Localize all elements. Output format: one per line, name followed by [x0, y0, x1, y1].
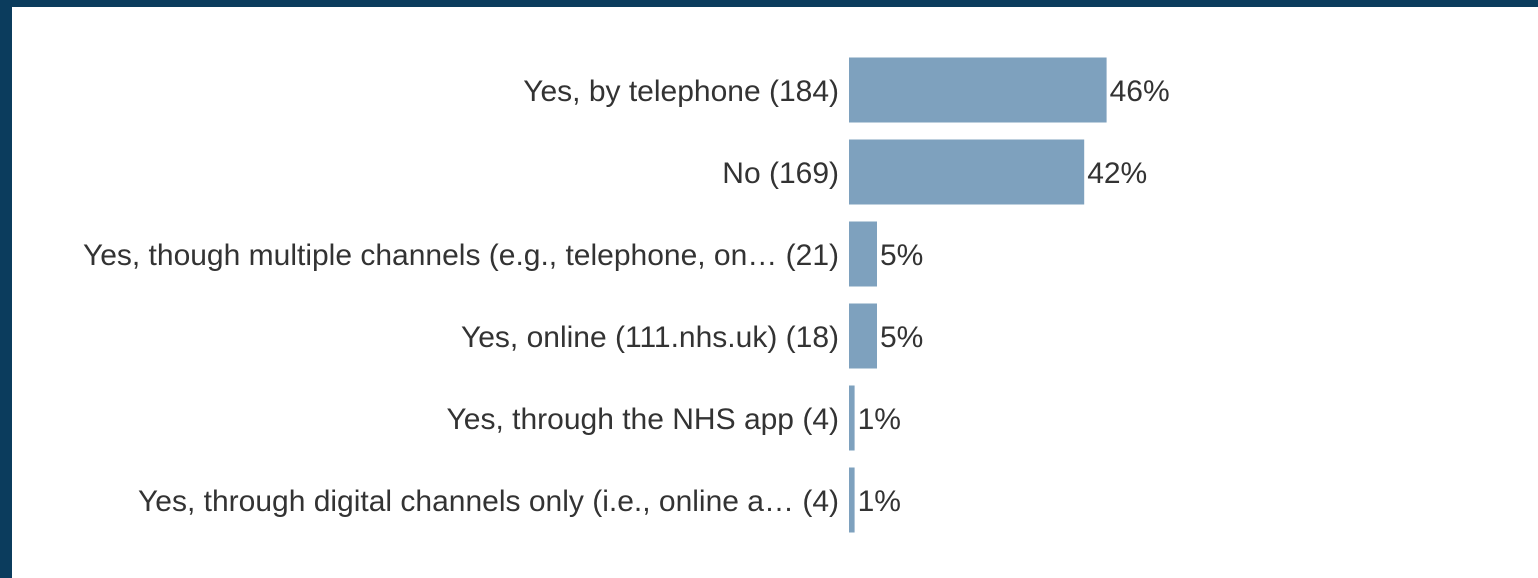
value-label: 42%	[1087, 157, 1147, 190]
bar	[849, 303, 877, 369]
category-label: Yes, by telephone (184)	[523, 75, 839, 108]
category-label: No (169)	[722, 157, 839, 190]
bar	[849, 467, 855, 533]
bar	[849, 57, 1107, 123]
category-label: Yes, through the NHS app (4)	[447, 403, 839, 436]
bar	[849, 385, 855, 451]
bar	[849, 139, 1085, 205]
value-label: 5%	[880, 239, 923, 272]
bar	[849, 221, 877, 287]
value-label: 5%	[880, 321, 923, 354]
value-label: 1%	[858, 403, 901, 436]
category-label: Yes, though multiple channels (e.g., tel…	[83, 239, 839, 272]
category-label: Yes, through digital channels only (i.e.…	[138, 485, 839, 518]
category-label: Yes, online (111.nhs.uk) (18)	[461, 321, 839, 354]
value-label: 1%	[858, 485, 901, 518]
value-label: 46%	[1110, 75, 1170, 108]
